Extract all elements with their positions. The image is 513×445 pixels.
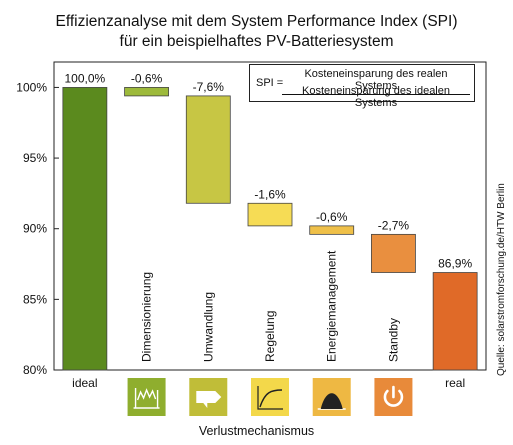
energy-hump-icon [320,393,343,409]
y-tick-label: 95% [23,151,47,165]
data-label-real: 86,9% [438,257,472,271]
x-tick-label-ideal: ideal [72,376,97,390]
control-curve-icon-tile [251,378,289,416]
data-label-dimensionierung: -0,6% [131,71,163,85]
y-tick-label: 85% [23,292,47,306]
bar-standby [371,233,416,273]
x-axis-label: Verlustmechanismus [198,424,315,438]
data-label-energiemanagement: -0,6% [316,210,348,224]
category-label-energiemanagement: Energiemanagement [325,250,339,362]
solar-panel-frame-icon [133,388,160,409]
solar-panel-with-graph-icon-tile [127,378,166,416]
data-label-ideal: 100,0% [65,71,106,85]
data-label-standby: -2,7% [378,218,410,232]
y-tick-label: 90% [23,222,47,236]
formula-numerator: Kosteneinsparung des realen Systems [282,68,470,95]
category-label-standby: Standby [386,318,400,362]
y-tick-label: 100% [16,80,47,94]
category-label-regelung: Regelung [263,311,277,362]
chart-title: Effizienzanalyse mit dem System Performa… [55,13,458,30]
formula-lhs: SPI = [256,77,284,89]
data-label-umwandlung: -7,6% [193,80,225,94]
response-curve-icon [259,389,283,408]
bar-real [432,272,478,371]
plot-frame [53,61,487,371]
graph-line-icon [136,388,157,401]
bar-umwandlung [185,95,231,204]
data-label-regelung: -1,6% [254,187,286,201]
bar-dimensionierung [124,87,169,97]
category-label-dimensionierung: Dimensionierung [140,272,154,362]
bar-regelung [247,202,293,227]
power-ring-icon [383,389,404,407]
axes-icon [257,386,283,410]
bar-energiemanagement [309,225,355,235]
spi-formula-box: SPI = Kosteneinsparung des realen System… [249,64,475,109]
chart-subtitle: für ein beispielhaftes PV-Batteriesystem [119,33,394,50]
category-label-umwandlung: Umwandlung [201,292,215,362]
source-note: Quelle: solarstromforschung.de/HTW Berli… [496,183,507,376]
x-tick-label-real: real [445,376,465,390]
formula-denominator: Kosteneinsparung des idealen Systems [301,85,450,109]
arrow-shape-icon [196,391,222,408]
bar-ideal [62,87,108,371]
y-tick-label: 80% [23,363,47,377]
